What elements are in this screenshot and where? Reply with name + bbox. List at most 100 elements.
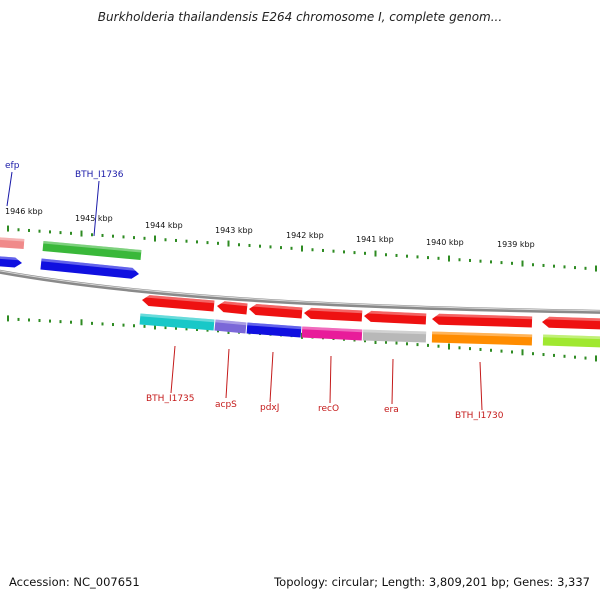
gene-reco[interactable]	[304, 307, 363, 322]
scale-tick	[374, 338, 377, 345]
scale-label-1943-kbp: 1943 kbp	[215, 226, 253, 235]
scale-tick	[511, 261, 513, 265]
gene-label-era[interactable]: era	[384, 405, 399, 415]
topology-text: Topology: circular; Length: 3,809,201 bp…	[274, 575, 590, 589]
category-acps-shape	[214, 319, 247, 334]
scale-label-1945-kbp: 1945 kbp	[75, 214, 113, 223]
gene-efp[interactable]	[0, 256, 23, 268]
scale-tick	[532, 352, 534, 356]
map-title: Burkholderia thailandensis E264 chromoso…	[97, 10, 503, 24]
scale-tick	[322, 248, 324, 252]
category-next-sheen	[543, 334, 600, 340]
scale-tick	[448, 255, 450, 262]
leader-line-reco	[329, 355, 332, 404]
scale-tick	[427, 256, 429, 260]
scale-tick	[238, 243, 240, 247]
scale-tick	[196, 240, 198, 244]
scale-tick	[17, 317, 20, 321]
leader-line-pdxj	[269, 351, 274, 403]
gene-pdxj[interactable]	[249, 303, 303, 319]
category-next[interactable]	[542, 334, 600, 348]
scale-tick	[206, 241, 209, 245]
scale-label-1944-kbp: 1944 kbp	[145, 221, 183, 230]
gene-efp-shape	[0, 256, 23, 268]
scale-tick	[437, 256, 440, 260]
category-reco-shape	[301, 326, 363, 341]
gene-era[interactable]	[364, 310, 427, 325]
category-acps[interactable]	[214, 319, 247, 334]
scale-tick	[280, 246, 282, 250]
category-pdxj[interactable]	[246, 322, 302, 338]
scale-tick	[112, 323, 114, 327]
scale-tick	[385, 340, 387, 344]
gene-bth-i1730[interactable]	[432, 313, 533, 328]
scale-tick	[269, 245, 272, 249]
gene-bth-i1736[interactable]	[40, 258, 140, 280]
scale-tick	[584, 266, 587, 270]
gene-efp-sheen	[0, 256, 23, 261]
scale-tick	[511, 350, 513, 354]
gene-label-reco[interactable]: recO	[318, 404, 339, 414]
gene-next-reverse-sheen	[542, 316, 600, 322]
scale-labels: 1946 kbp 1945 kbp 1944 kbp 1943 kbp 1942 kbp…	[5, 207, 535, 249]
category-bth-i1735-sheen	[140, 313, 215, 323]
scale-tick	[185, 239, 188, 243]
scale-tick	[595, 355, 597, 362]
scale-tick	[542, 263, 545, 267]
scale-tick	[595, 265, 597, 272]
gene-label-bth_i1736[interactable]: BTH_I1736	[75, 170, 124, 180]
gene-label-bth_i1735[interactable]: BTH_I1735	[146, 394, 195, 404]
gene-pdxj-shape	[249, 304, 303, 319]
category-bth-i1730[interactable]	[431, 331, 533, 346]
gene-label-acps[interactable]: acpS	[215, 400, 237, 410]
gene-label-bth_i1730[interactable]: BTH_I1730	[455, 411, 504, 421]
gene-reco-sheen	[304, 307, 363, 314]
scale-tick	[49, 230, 51, 234]
category-pdxj-shape	[246, 322, 302, 338]
gene-bth-i1736-upper[interactable]	[42, 241, 142, 260]
gene-label-efp[interactable]: efp	[5, 161, 20, 171]
scale-tick	[385, 253, 387, 257]
scale-tick	[542, 353, 545, 357]
category-era[interactable]	[362, 329, 427, 343]
scale-tick	[311, 248, 314, 252]
gene-acps[interactable]	[216, 300, 248, 315]
scale-tick	[70, 231, 72, 235]
gene-bth-i1736-shape	[40, 258, 140, 279]
gene-bth-i1735[interactable]	[142, 294, 215, 312]
scale-tick	[521, 260, 524, 267]
gene-next-reverse[interactable]	[542, 316, 600, 330]
gene-bth-i1735-sheen	[142, 294, 215, 304]
leader-line-efp	[6, 171, 13, 207]
scale-label-1940-kbp: 1940 kbp	[426, 238, 464, 247]
scale-tick	[154, 235, 156, 242]
scale-tick	[490, 260, 492, 264]
scale-tick	[185, 327, 188, 331]
scale-tick	[59, 231, 62, 235]
scale-tick	[7, 225, 9, 232]
gene-labels: efp BTH_I1736 BTH_I1735 acpS pdxJ recO era BTH_…	[5, 161, 504, 421]
scale-tick	[416, 255, 419, 259]
category-bth-i1735[interactable]	[139, 313, 215, 331]
scale-tick	[133, 324, 135, 328]
gene-efp-upper[interactable]	[0, 237, 25, 249]
scale-tick	[7, 315, 9, 322]
chromosome-backbone-highlight	[0, 270, 600, 312]
gene-features	[0, 237, 600, 348]
leader-line-bth_i1730	[479, 361, 483, 411]
scale-tick	[80, 230, 83, 237]
scale-tick	[395, 341, 398, 345]
category-reco[interactable]	[301, 326, 363, 341]
gene-bth-i1730-sheen	[432, 313, 533, 320]
leader-line-bth_i1736	[93, 180, 100, 237]
gene-acps-sheen	[217, 300, 248, 307]
scale-tick	[374, 250, 377, 257]
scale-tick	[532, 263, 534, 267]
gene-bth-i1736-upper-shape	[42, 241, 142, 260]
scale-tick	[59, 320, 62, 324]
gene-label-pdxj[interactable]: pdxJ	[260, 403, 279, 413]
scale-tick	[227, 240, 230, 247]
scale-tick	[49, 319, 51, 323]
scale-tick	[574, 355, 576, 359]
